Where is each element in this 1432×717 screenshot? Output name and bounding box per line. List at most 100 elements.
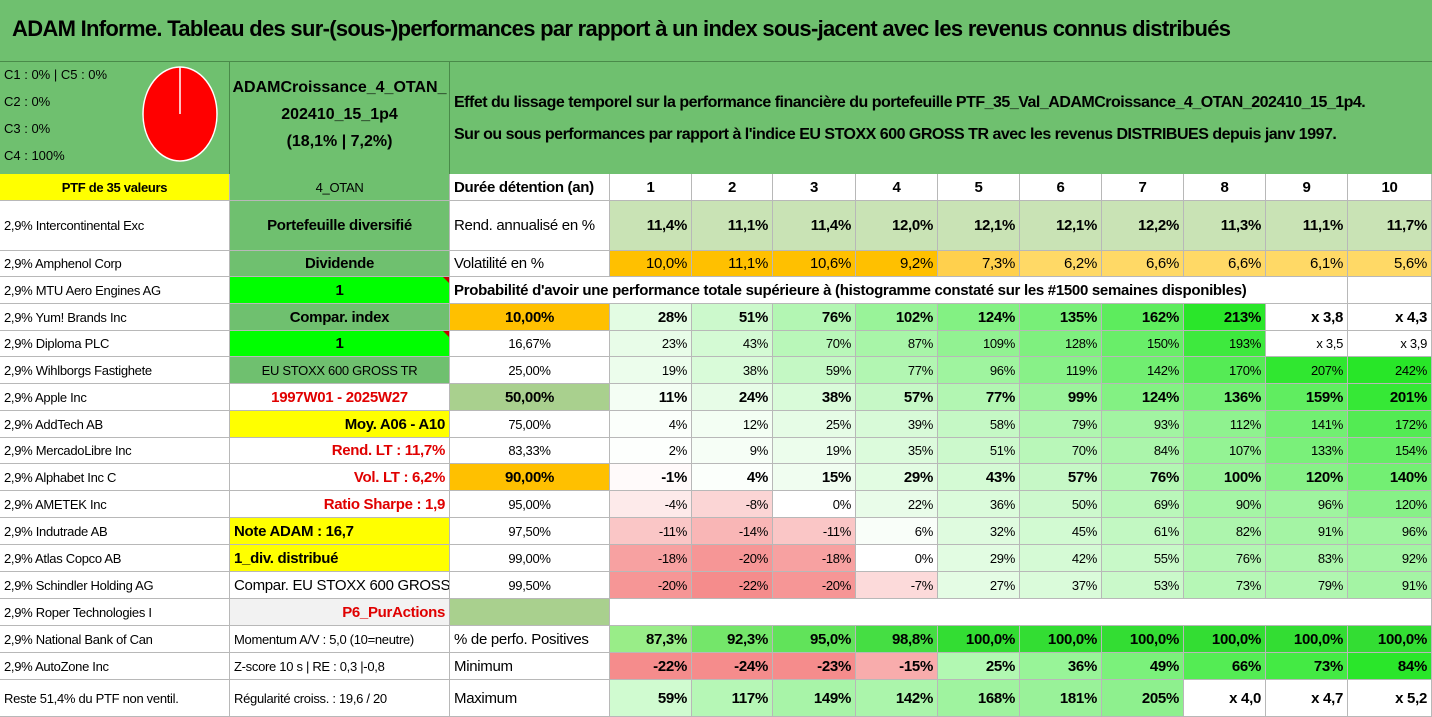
- vol-value[interactable]: 6,6%: [1184, 251, 1266, 277]
- prob-value[interactable]: 69%: [1102, 491, 1184, 518]
- holding-row[interactable]: 2,9% Intercontinental Exc: [0, 201, 230, 251]
- holding-row[interactable]: 2,9% AMETEK Inc: [0, 491, 230, 518]
- maximum-value[interactable]: 142%: [856, 680, 938, 717]
- holding-row[interactable]: 2,9% Atlas Copco AB: [0, 545, 230, 572]
- prob-value[interactable]: -1%: [610, 464, 692, 491]
- prob-value[interactable]: x 4,3: [1348, 304, 1432, 331]
- prob-value[interactable]: 15%: [773, 464, 856, 491]
- prob-level[interactable]: 95,00%: [450, 491, 610, 518]
- duration-header[interactable]: 7: [1102, 174, 1184, 201]
- holding-row[interactable]: 2,9% Amphenol Corp: [0, 251, 230, 277]
- holding-row[interactable]: 2,9% Schindler Holding AG: [0, 572, 230, 599]
- prob-value[interactable]: 76%: [773, 304, 856, 331]
- vol-value[interactable]: 7,3%: [938, 251, 1020, 277]
- prob-value[interactable]: 77%: [856, 357, 938, 384]
- prob-value[interactable]: 79%: [1020, 411, 1102, 438]
- prob-value[interactable]: 107%: [1184, 438, 1266, 464]
- prob-value[interactable]: 70%: [1020, 438, 1102, 464]
- prob-value[interactable]: -4%: [610, 491, 692, 518]
- prob-value[interactable]: 29%: [856, 464, 938, 491]
- rend-value[interactable]: 11,1%: [1266, 201, 1348, 251]
- prob-value[interactable]: 38%: [773, 384, 856, 411]
- prob-level[interactable]: 99,50%: [450, 572, 610, 599]
- prob-value[interactable]: 0%: [773, 491, 856, 518]
- prob-value[interactable]: 36%: [938, 491, 1020, 518]
- maximum-value[interactable]: x 5,2: [1348, 680, 1432, 717]
- maximum-value[interactable]: 168%: [938, 680, 1020, 717]
- vol-value[interactable]: 5,6%: [1348, 251, 1432, 277]
- prob-value[interactable]: 9%: [692, 438, 773, 464]
- empty-cell[interactable]: [610, 599, 1432, 626]
- rend-value[interactable]: 12,0%: [856, 201, 938, 251]
- prob-value[interactable]: 112%: [1184, 411, 1266, 438]
- prob-value[interactable]: 4%: [610, 411, 692, 438]
- prob-value[interactable]: 55%: [1102, 545, 1184, 572]
- holding-row[interactable]: 2,9% National Bank of Can: [0, 626, 230, 653]
- info-cell[interactable]: P6_PurActions: [230, 599, 450, 626]
- prob-value[interactable]: 96%: [938, 357, 1020, 384]
- prob-value[interactable]: 23%: [610, 331, 692, 357]
- positives-value[interactable]: 100,0%: [1102, 626, 1184, 653]
- prob-value[interactable]: 135%: [1020, 304, 1102, 331]
- maximum-value[interactable]: 149%: [773, 680, 856, 717]
- holding-row[interactable]: 2,9% Wihlborgs Fastighete: [0, 357, 230, 384]
- prob-value[interactable]: 45%: [1020, 518, 1102, 545]
- prob-value[interactable]: -20%: [692, 545, 773, 572]
- prob-value[interactable]: -22%: [692, 572, 773, 599]
- prob-value[interactable]: 58%: [938, 411, 1020, 438]
- prob-value[interactable]: 25%: [773, 411, 856, 438]
- positives-value[interactable]: 100,0%: [1184, 626, 1266, 653]
- empty-cell[interactable]: [450, 599, 610, 626]
- prob-value[interactable]: 102%: [856, 304, 938, 331]
- prob-value[interactable]: 76%: [1102, 464, 1184, 491]
- info-cell[interactable]: 1: [230, 277, 450, 304]
- prob-value[interactable]: 90%: [1184, 491, 1266, 518]
- info-cell[interactable]: Note ADAM : 16,7: [230, 518, 450, 545]
- prob-value[interactable]: 150%: [1102, 331, 1184, 357]
- maximum-value[interactable]: 117%: [692, 680, 773, 717]
- prob-value[interactable]: 70%: [773, 331, 856, 357]
- prob-value[interactable]: 51%: [938, 438, 1020, 464]
- rend-value[interactable]: 12,1%: [1020, 201, 1102, 251]
- prob-value[interactable]: 193%: [1184, 331, 1266, 357]
- prob-value[interactable]: 91%: [1266, 518, 1348, 545]
- vol-value[interactable]: 10,6%: [773, 251, 856, 277]
- prob-value[interactable]: 96%: [1348, 518, 1432, 545]
- prob-value[interactable]: 120%: [1348, 491, 1432, 518]
- prob-value[interactable]: 84%: [1102, 438, 1184, 464]
- prob-value[interactable]: 27%: [938, 572, 1020, 599]
- prob-value[interactable]: 59%: [773, 357, 856, 384]
- prob-value[interactable]: 43%: [692, 331, 773, 357]
- prob-value[interactable]: 73%: [1184, 572, 1266, 599]
- prob-value[interactable]: -18%: [610, 545, 692, 572]
- holding-row[interactable]: 2,9% AddTech AB: [0, 411, 230, 438]
- prob-value[interactable]: x 3,5: [1266, 331, 1348, 357]
- minimum-value[interactable]: -22%: [610, 653, 692, 680]
- positives-value[interactable]: 100,0%: [1020, 626, 1102, 653]
- info-cell[interactable]: Moy. A06 - A10: [230, 411, 450, 438]
- duration-label[interactable]: Durée détention (an): [450, 174, 610, 201]
- minimum-value[interactable]: 84%: [1348, 653, 1432, 680]
- minimum-value[interactable]: 73%: [1266, 653, 1348, 680]
- info-cell[interactable]: Vol. LT : 6,2%: [230, 464, 450, 491]
- prob-value[interactable]: 2%: [610, 438, 692, 464]
- prob-level[interactable]: 99,00%: [450, 545, 610, 572]
- prob-level[interactable]: 75,00%: [450, 411, 610, 438]
- empty-cell[interactable]: [1348, 277, 1432, 304]
- holding-row[interactable]: 2,9% Diploma PLC: [0, 331, 230, 357]
- prob-value[interactable]: 207%: [1266, 357, 1348, 384]
- prob-value[interactable]: 42%: [1020, 545, 1102, 572]
- vol-value[interactable]: 6,1%: [1266, 251, 1348, 277]
- prob-value[interactable]: -8%: [692, 491, 773, 518]
- prob-level[interactable]: 90,00%: [450, 464, 610, 491]
- minimum-value[interactable]: 36%: [1020, 653, 1102, 680]
- prob-value[interactable]: 61%: [1102, 518, 1184, 545]
- rend-value[interactable]: 11,1%: [692, 201, 773, 251]
- prob-value[interactable]: 100%: [1184, 464, 1266, 491]
- duration-header[interactable]: 8: [1184, 174, 1266, 201]
- positives-value[interactable]: 92,3%: [692, 626, 773, 653]
- rend-value[interactable]: 11,3%: [1184, 201, 1266, 251]
- prob-value[interactable]: 120%: [1266, 464, 1348, 491]
- minimum-value[interactable]: 49%: [1102, 653, 1184, 680]
- prob-value[interactable]: 12%: [692, 411, 773, 438]
